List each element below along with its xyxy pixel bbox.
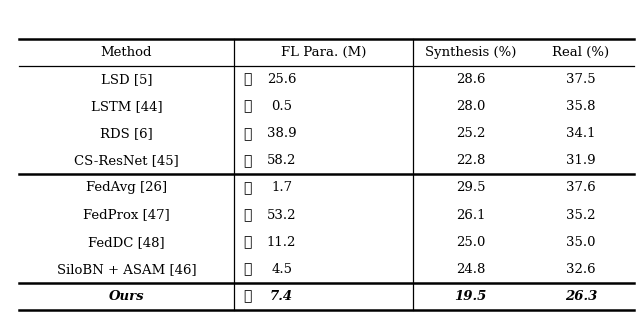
Text: 53.2: 53.2 bbox=[267, 209, 296, 222]
Text: 31.9: 31.9 bbox=[566, 154, 596, 167]
Text: FedAvg [26]: FedAvg [26] bbox=[86, 182, 167, 194]
Text: 25.0: 25.0 bbox=[456, 236, 485, 249]
Text: 25.6: 25.6 bbox=[267, 73, 296, 86]
Text: 38.9: 38.9 bbox=[267, 127, 296, 140]
Text: 26.1: 26.1 bbox=[456, 209, 485, 222]
Text: 4.5: 4.5 bbox=[271, 263, 292, 276]
Text: 26.3: 26.3 bbox=[564, 290, 597, 303]
Text: 25.2: 25.2 bbox=[456, 127, 485, 140]
Text: FL Para. (M): FL Para. (M) bbox=[280, 46, 366, 59]
Text: RDS [6]: RDS [6] bbox=[100, 127, 153, 140]
Text: SiloBN + ASAM [46]: SiloBN + ASAM [46] bbox=[56, 263, 196, 276]
Text: 37.5: 37.5 bbox=[566, 73, 596, 86]
Text: 29.5: 29.5 bbox=[456, 182, 485, 194]
Text: FedDC [48]: FedDC [48] bbox=[88, 236, 164, 249]
Text: 35.2: 35.2 bbox=[566, 209, 596, 222]
Text: FedProx [47]: FedProx [47] bbox=[83, 209, 170, 222]
Text: ✗: ✗ bbox=[243, 127, 252, 141]
Text: LSD [5]: LSD [5] bbox=[100, 73, 152, 86]
Text: CS-ResNet [45]: CS-ResNet [45] bbox=[74, 154, 179, 167]
Text: 28.6: 28.6 bbox=[456, 73, 485, 86]
Text: 34.1: 34.1 bbox=[566, 127, 596, 140]
Text: ✓: ✓ bbox=[243, 208, 252, 222]
Text: 37.6: 37.6 bbox=[566, 182, 596, 194]
Text: ✓: ✓ bbox=[243, 181, 252, 195]
Text: ✓: ✓ bbox=[243, 289, 252, 304]
Text: LSTM [44]: LSTM [44] bbox=[91, 100, 162, 113]
Text: 22.8: 22.8 bbox=[456, 154, 485, 167]
Text: ✓: ✓ bbox=[243, 262, 252, 276]
Text: 19.5: 19.5 bbox=[454, 290, 486, 303]
Text: Method: Method bbox=[100, 46, 152, 59]
Text: 32.6: 32.6 bbox=[566, 263, 596, 276]
Text: Real (%): Real (%) bbox=[552, 46, 609, 59]
Text: 0.5: 0.5 bbox=[271, 100, 292, 113]
Text: 58.2: 58.2 bbox=[267, 154, 296, 167]
Text: ✗: ✗ bbox=[243, 154, 252, 168]
Text: 28.0: 28.0 bbox=[456, 100, 485, 113]
Text: Ours: Ours bbox=[109, 290, 144, 303]
Text: 7.4: 7.4 bbox=[270, 290, 293, 303]
Text: ✓: ✓ bbox=[243, 235, 252, 249]
Text: ✗: ✗ bbox=[243, 99, 252, 114]
Text: Synthesis (%): Synthesis (%) bbox=[425, 46, 516, 59]
Text: 24.8: 24.8 bbox=[456, 263, 485, 276]
Text: 35.8: 35.8 bbox=[566, 100, 596, 113]
Text: 1.7: 1.7 bbox=[271, 182, 292, 194]
Text: ✗: ✗ bbox=[243, 72, 252, 87]
Text: 11.2: 11.2 bbox=[267, 236, 296, 249]
Text: 35.0: 35.0 bbox=[566, 236, 596, 249]
